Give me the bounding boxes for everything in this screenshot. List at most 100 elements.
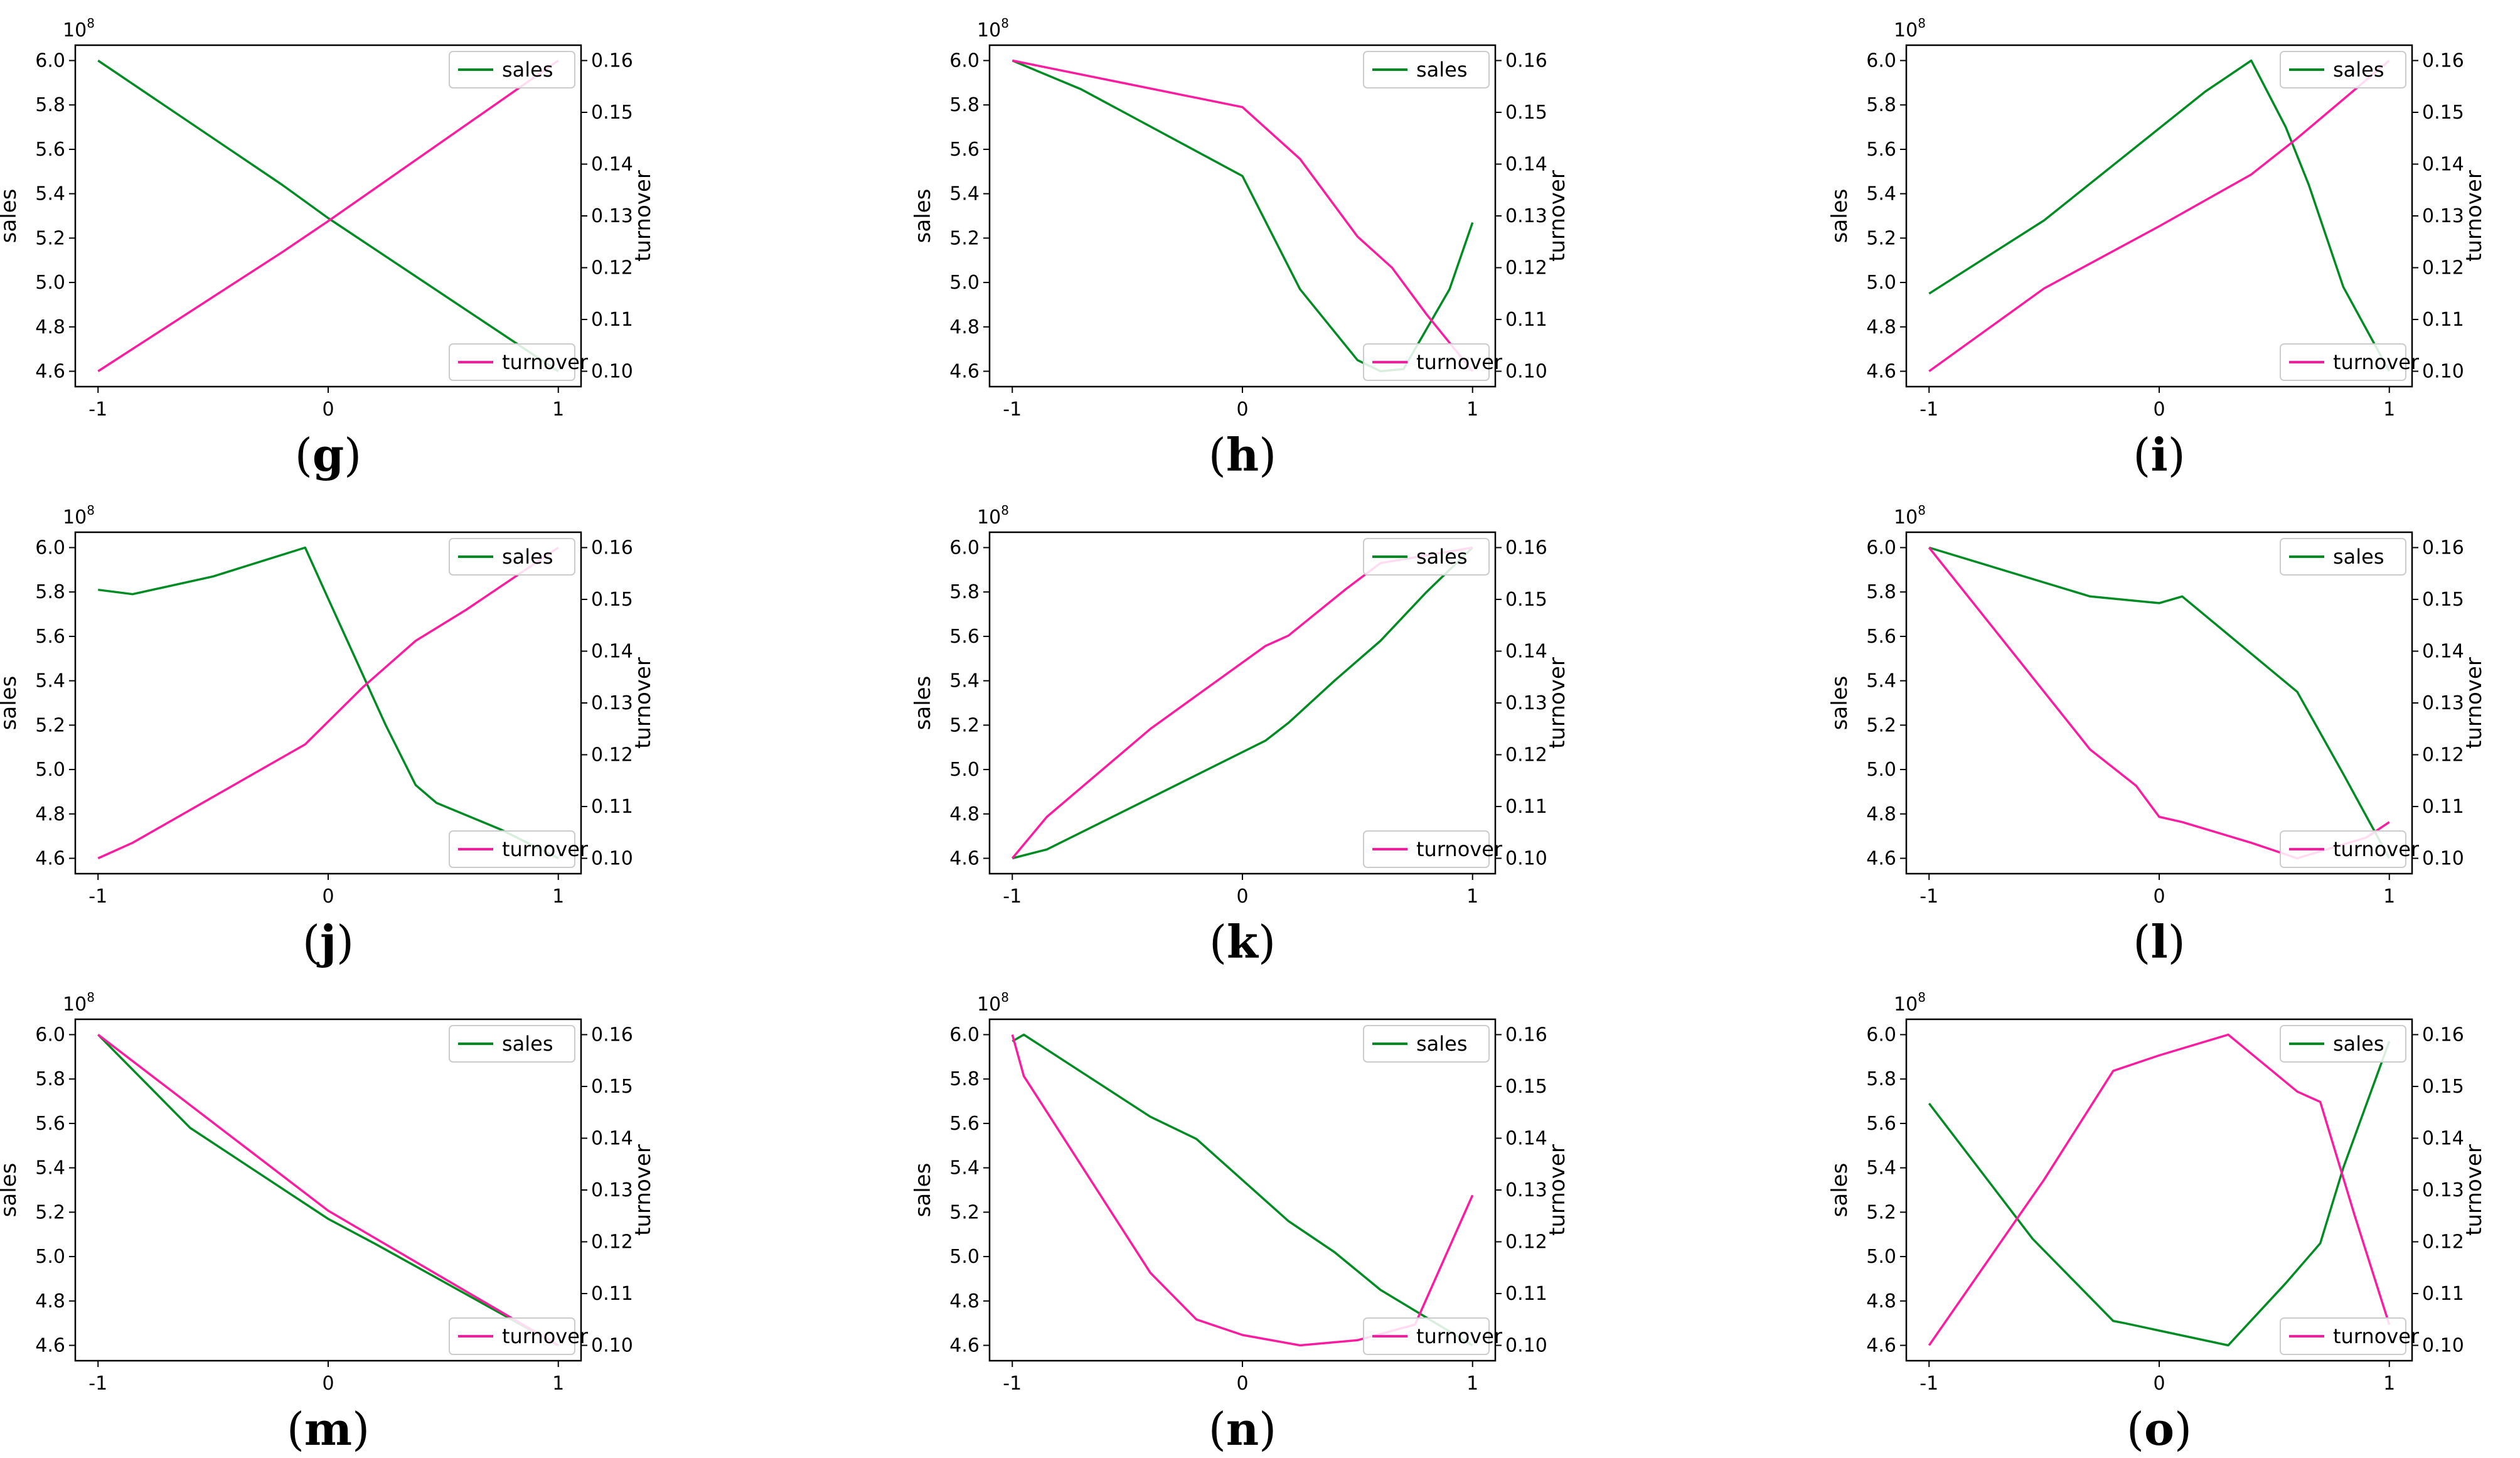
- legend-label-sales: sales: [502, 58, 553, 82]
- y-left-axis-label: sales: [910, 676, 936, 731]
- y-right-tick-label: 0.16: [1505, 50, 1547, 72]
- y-left-tick-label: 4.6: [1866, 1335, 1896, 1357]
- y-right-tick-label: 0.16: [591, 1024, 633, 1046]
- y-right-tick-label: 0.11: [591, 1283, 633, 1305]
- legend-box-sales: [2280, 51, 2406, 88]
- y-left-tick-label: 6.0: [949, 50, 980, 72]
- x-tick-label: 0: [2153, 886, 2165, 908]
- y-left-tick-label: 5.4: [1866, 183, 1896, 205]
- y-left-tick-label: 5.6: [1866, 1113, 1896, 1135]
- exponent-label: 108: [1894, 990, 1926, 1016]
- legend-box-sales: [449, 538, 575, 576]
- y-right-tick-label: 0.11: [2422, 1283, 2464, 1305]
- x-tick-label: 1: [1466, 399, 1478, 421]
- y-right-tick-label: 0.12: [2422, 1231, 2464, 1253]
- y-left-axis-label: sales: [1827, 189, 1852, 244]
- legend-box-turnover: [1363, 830, 1490, 868]
- x-tick-label: 0: [1236, 1373, 1248, 1395]
- panel-label: (o): [2127, 1402, 2192, 1455]
- panel-label: (l): [2133, 915, 2186, 968]
- y-right-tick-label: 0.14: [2422, 1127, 2464, 1149]
- exponent-label: 108: [977, 990, 1009, 1016]
- exponent-label: 108: [1894, 503, 1926, 528]
- y-left-tick-label: 6.0: [949, 1024, 980, 1046]
- y-right-tick-label: 0.14: [2422, 153, 2464, 175]
- y-left-tick-label: 5.2: [1866, 1201, 1896, 1223]
- legend-label-sales: sales: [2333, 58, 2384, 82]
- x-tick-label: 0: [2153, 399, 2165, 421]
- x-tick-label: 0: [322, 399, 334, 421]
- series-line-sales: [97, 1034, 559, 1347]
- y-left-tick-label: 5.8: [35, 94, 65, 116]
- legend-label-turnover: turnover: [2333, 1324, 2420, 1348]
- y-left-tick-label: 5.0: [35, 759, 65, 781]
- panel-label-letter: g: [312, 428, 344, 481]
- chart-panel-k: 1084.64.85.05.25.45.65.86.00.100.110.120…: [910, 503, 1570, 968]
- y-left-tick-label: 5.8: [35, 581, 65, 603]
- x-tick-label: 0: [322, 1373, 334, 1395]
- y-left-tick-label: 4.8: [1866, 803, 1896, 825]
- series-line-turnover: [97, 60, 559, 372]
- panel-label-letter: l: [2150, 915, 2167, 968]
- y-left-tick-label: 6.0: [1866, 50, 1896, 72]
- y-left-tick-label: 5.0: [1866, 759, 1896, 781]
- panel-label: (m): [287, 1402, 370, 1455]
- exponent-power: 8: [1918, 990, 1926, 1005]
- plot-frame: [988, 1018, 1497, 1362]
- legend-label-sales: sales: [2333, 1032, 2384, 1056]
- panel-label-open: (: [302, 916, 320, 968]
- y-right-axis-label: turnover: [1545, 170, 1570, 262]
- series-line-sales: [1012, 59, 1474, 373]
- series-line-turnover: [1928, 1033, 2391, 1346]
- y-right-tick-label: 0.10: [2422, 1335, 2464, 1357]
- y-right-tick-label: 0.16: [1505, 1024, 1547, 1046]
- x-tick-label: -1: [1919, 1373, 1938, 1395]
- legend-box-sales: [449, 1025, 575, 1063]
- series-line-sales: [97, 60, 559, 372]
- y-right-tick-label: 0.15: [1505, 589, 1547, 611]
- y-left-tick-label: 5.8: [949, 581, 980, 603]
- series-line-sales: [1928, 59, 2391, 372]
- y-left-tick-label: 5.0: [949, 1246, 980, 1268]
- legend-label-turnover: turnover: [502, 837, 589, 861]
- x-tick-label: -1: [88, 1373, 107, 1395]
- exponent-label: 108: [1894, 16, 1926, 41]
- y-left-tick-label: 4.8: [949, 316, 980, 338]
- exponent-label: 108: [63, 990, 95, 1016]
- y-left-tick-label: 4.8: [35, 1290, 65, 1312]
- legend-label-sales: sales: [1416, 1032, 1468, 1056]
- panel-label-close: ): [1258, 916, 1276, 968]
- y-right-tick-label: 0.13: [591, 1179, 633, 1201]
- panel-label: (j): [302, 915, 354, 968]
- y-right-tick-label: 0.14: [1505, 153, 1547, 175]
- y-left-tick-label: 5.4: [949, 183, 980, 205]
- x-tick-label: -1: [1003, 399, 1022, 421]
- x-tick-label: 0: [322, 886, 334, 908]
- y-right-tick-label: 0.12: [2422, 744, 2464, 766]
- y-left-axis-label: sales: [0, 676, 21, 731]
- x-tick-label: 1: [2383, 399, 2395, 421]
- y-left-tick-label: 6.0: [35, 1024, 65, 1046]
- legend-label-turnover: turnover: [2333, 350, 2420, 374]
- y-left-tick-label: 5.2: [35, 714, 65, 736]
- y-right-tick-label: 0.12: [591, 744, 633, 766]
- y-left-tick-label: 6.0: [35, 537, 65, 559]
- chart-panel-i: 1084.64.85.05.25.45.65.86.00.100.110.120…: [1827, 16, 2487, 481]
- exponent-power: 8: [1001, 503, 1009, 518]
- exponent-base: 10: [977, 507, 1001, 528]
- y-left-tick-label: 5.4: [949, 1157, 980, 1179]
- y-left-tick-label: 5.4: [1866, 670, 1896, 692]
- exponent-label: 108: [63, 16, 95, 41]
- chart-panel-h: 1084.64.85.05.25.45.65.86.00.100.110.120…: [910, 16, 1570, 481]
- exponent-base: 10: [1894, 507, 1918, 528]
- panel-label: (k): [1209, 915, 1276, 968]
- y-left-tick-label: 5.0: [35, 1246, 65, 1268]
- y-right-tick-label: 0.14: [591, 153, 633, 175]
- y-left-tick-label: 5.8: [1866, 581, 1896, 603]
- plot-frame: [74, 1018, 582, 1362]
- panel-label: (n): [1209, 1402, 1277, 1455]
- y-left-tick-label: 5.2: [949, 1201, 980, 1223]
- panel-label-open: (: [2127, 1403, 2144, 1455]
- y-left-tick-label: 5.8: [1866, 94, 1896, 116]
